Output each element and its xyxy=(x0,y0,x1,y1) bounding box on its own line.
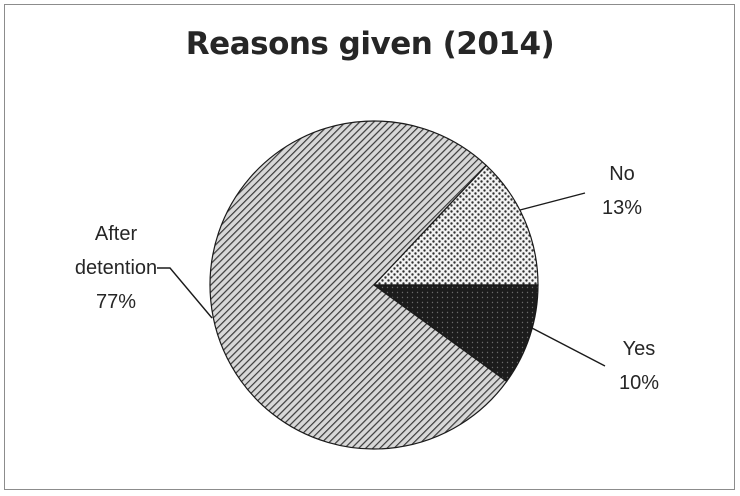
slice-label-after-detention-line-2: detention xyxy=(75,257,157,279)
leader-line-yes xyxy=(529,326,606,367)
pie-slice-yes xyxy=(372,284,539,383)
leader-line-no xyxy=(519,192,586,211)
slice-percent-after-detention: 77% xyxy=(96,291,136,313)
slice-label-yes: Yes xyxy=(623,338,656,360)
slice-label-no: No xyxy=(609,163,635,185)
leader-line-after-detention xyxy=(157,267,213,319)
slice-label-after-detention-line-1: After xyxy=(95,223,138,245)
pie-slice-no xyxy=(372,164,539,286)
chart-title: Reasons given (2014) xyxy=(185,26,555,62)
slice-percent-yes: 10% xyxy=(619,372,659,394)
slice-percent-no: 13% xyxy=(602,197,642,219)
pie-slice-after-detention xyxy=(209,120,508,450)
